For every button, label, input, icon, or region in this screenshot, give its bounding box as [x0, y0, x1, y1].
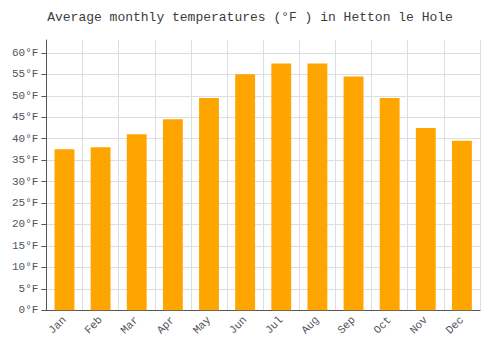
svg-text:30°F: 30°F: [12, 176, 38, 188]
svg-text:5°F: 5°F: [19, 283, 39, 295]
svg-text:50°F: 50°F: [12, 90, 38, 102]
svg-text:Jan: Jan: [46, 314, 68, 336]
svg-text:15°F: 15°F: [12, 240, 38, 252]
svg-text:Nov: Nov: [408, 314, 431, 337]
svg-text:Mar: Mar: [119, 314, 141, 336]
svg-text:Average monthly temperatures (: Average monthly temperatures (°F ) in He…: [47, 10, 453, 25]
svg-text:20°F: 20°F: [12, 218, 38, 230]
svg-text:10°F: 10°F: [12, 261, 38, 273]
svg-text:May: May: [191, 314, 214, 337]
svg-text:Feb: Feb: [82, 314, 104, 336]
svg-text:Dec: Dec: [444, 314, 466, 336]
svg-text:60°F: 60°F: [12, 47, 38, 59]
svg-text:25°F: 25°F: [12, 197, 38, 209]
svg-text:35°F: 35°F: [12, 154, 38, 166]
svg-text:Apr: Apr: [155, 314, 177, 336]
svg-text:40°F: 40°F: [12, 133, 38, 145]
svg-text:Oct: Oct: [371, 314, 393, 336]
svg-text:0°F: 0°F: [19, 304, 39, 316]
svg-text:Aug: Aug: [299, 314, 321, 336]
svg-text:55°F: 55°F: [12, 68, 38, 80]
svg-text:Jul: Jul: [263, 314, 285, 336]
svg-text:Jun: Jun: [227, 314, 249, 336]
svg-text:Sep: Sep: [335, 314, 357, 336]
svg-text:45°F: 45°F: [12, 111, 38, 123]
